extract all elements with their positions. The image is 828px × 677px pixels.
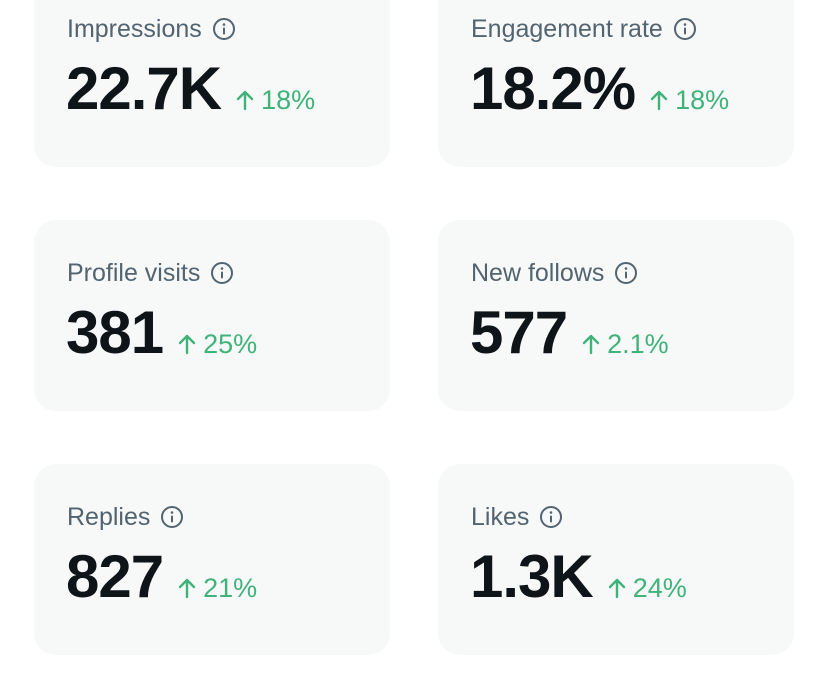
metric-header: Impressions — [67, 14, 236, 44]
arrow-up-icon — [607, 577, 627, 599]
metric-change: 2.1% — [581, 329, 669, 359]
metric-change-value: 24% — [632, 573, 687, 603]
metric-value: 827 — [66, 543, 164, 610]
metric-value: 18.2% — [470, 55, 636, 122]
metric-card-replies[interactable]: Replies 827 21% — [34, 464, 390, 655]
metric-card-profile-visits[interactable]: Profile visits 381 25% — [34, 220, 390, 411]
metric-value-row: 22.7K 18% — [66, 54, 315, 124]
metric-card-engagement-rate[interactable]: Engagement rate 18.2% 18% — [438, 0, 794, 167]
metric-label: Engagement rate — [471, 15, 663, 43]
metric-value: 577 — [470, 299, 568, 366]
metric-label: Replies — [67, 503, 151, 531]
metric-change: 18% — [649, 85, 729, 115]
metric-change-value: 18% — [261, 85, 316, 115]
metric-value: 22.7K — [66, 55, 222, 122]
metric-label: New follows — [471, 259, 605, 287]
metric-value-row: 18.2% 18% — [470, 54, 729, 124]
metric-change: 25% — [177, 329, 257, 359]
info-icon[interactable] — [212, 17, 236, 41]
metric-change: 24% — [607, 573, 687, 603]
metric-value-row: 381 25% — [66, 298, 257, 368]
metric-change-value: 2.1% — [607, 329, 669, 359]
metric-header: Replies — [67, 502, 184, 532]
metric-card-impressions[interactable]: Impressions 22.7K 18% — [34, 0, 390, 167]
arrow-up-icon — [649, 89, 669, 111]
arrow-up-icon — [581, 333, 601, 355]
info-icon[interactable] — [614, 261, 638, 285]
arrow-up-icon — [177, 333, 197, 355]
metric-value-row: 1.3K 24% — [470, 542, 687, 612]
metric-label: Impressions — [67, 15, 202, 43]
metric-label: Likes — [471, 503, 530, 531]
info-icon[interactable] — [160, 505, 184, 529]
metric-value: 381 — [66, 299, 164, 366]
info-icon[interactable] — [210, 261, 234, 285]
metric-change-value: 21% — [203, 573, 258, 603]
metric-change-value: 25% — [203, 329, 258, 359]
info-icon[interactable] — [539, 505, 563, 529]
metric-card-new-follows[interactable]: New follows 577 2.1% — [438, 220, 794, 411]
metric-header: Engagement rate — [471, 14, 697, 44]
info-icon[interactable] — [673, 17, 697, 41]
arrow-up-icon — [235, 89, 255, 111]
metric-change: 21% — [177, 573, 257, 603]
metric-label: Profile visits — [67, 259, 201, 287]
metric-card-likes[interactable]: Likes 1.3K 24% — [438, 464, 794, 655]
metric-value: 1.3K — [470, 543, 594, 610]
metric-header: Profile visits — [67, 258, 234, 288]
metric-header: Likes — [471, 502, 563, 532]
metric-header: New follows — [471, 258, 638, 288]
metric-change: 18% — [235, 85, 315, 115]
arrow-up-icon — [177, 577, 197, 599]
metric-value-row: 577 2.1% — [470, 298, 669, 368]
metric-change-value: 18% — [675, 85, 730, 115]
metric-value-row: 827 21% — [66, 542, 257, 612]
